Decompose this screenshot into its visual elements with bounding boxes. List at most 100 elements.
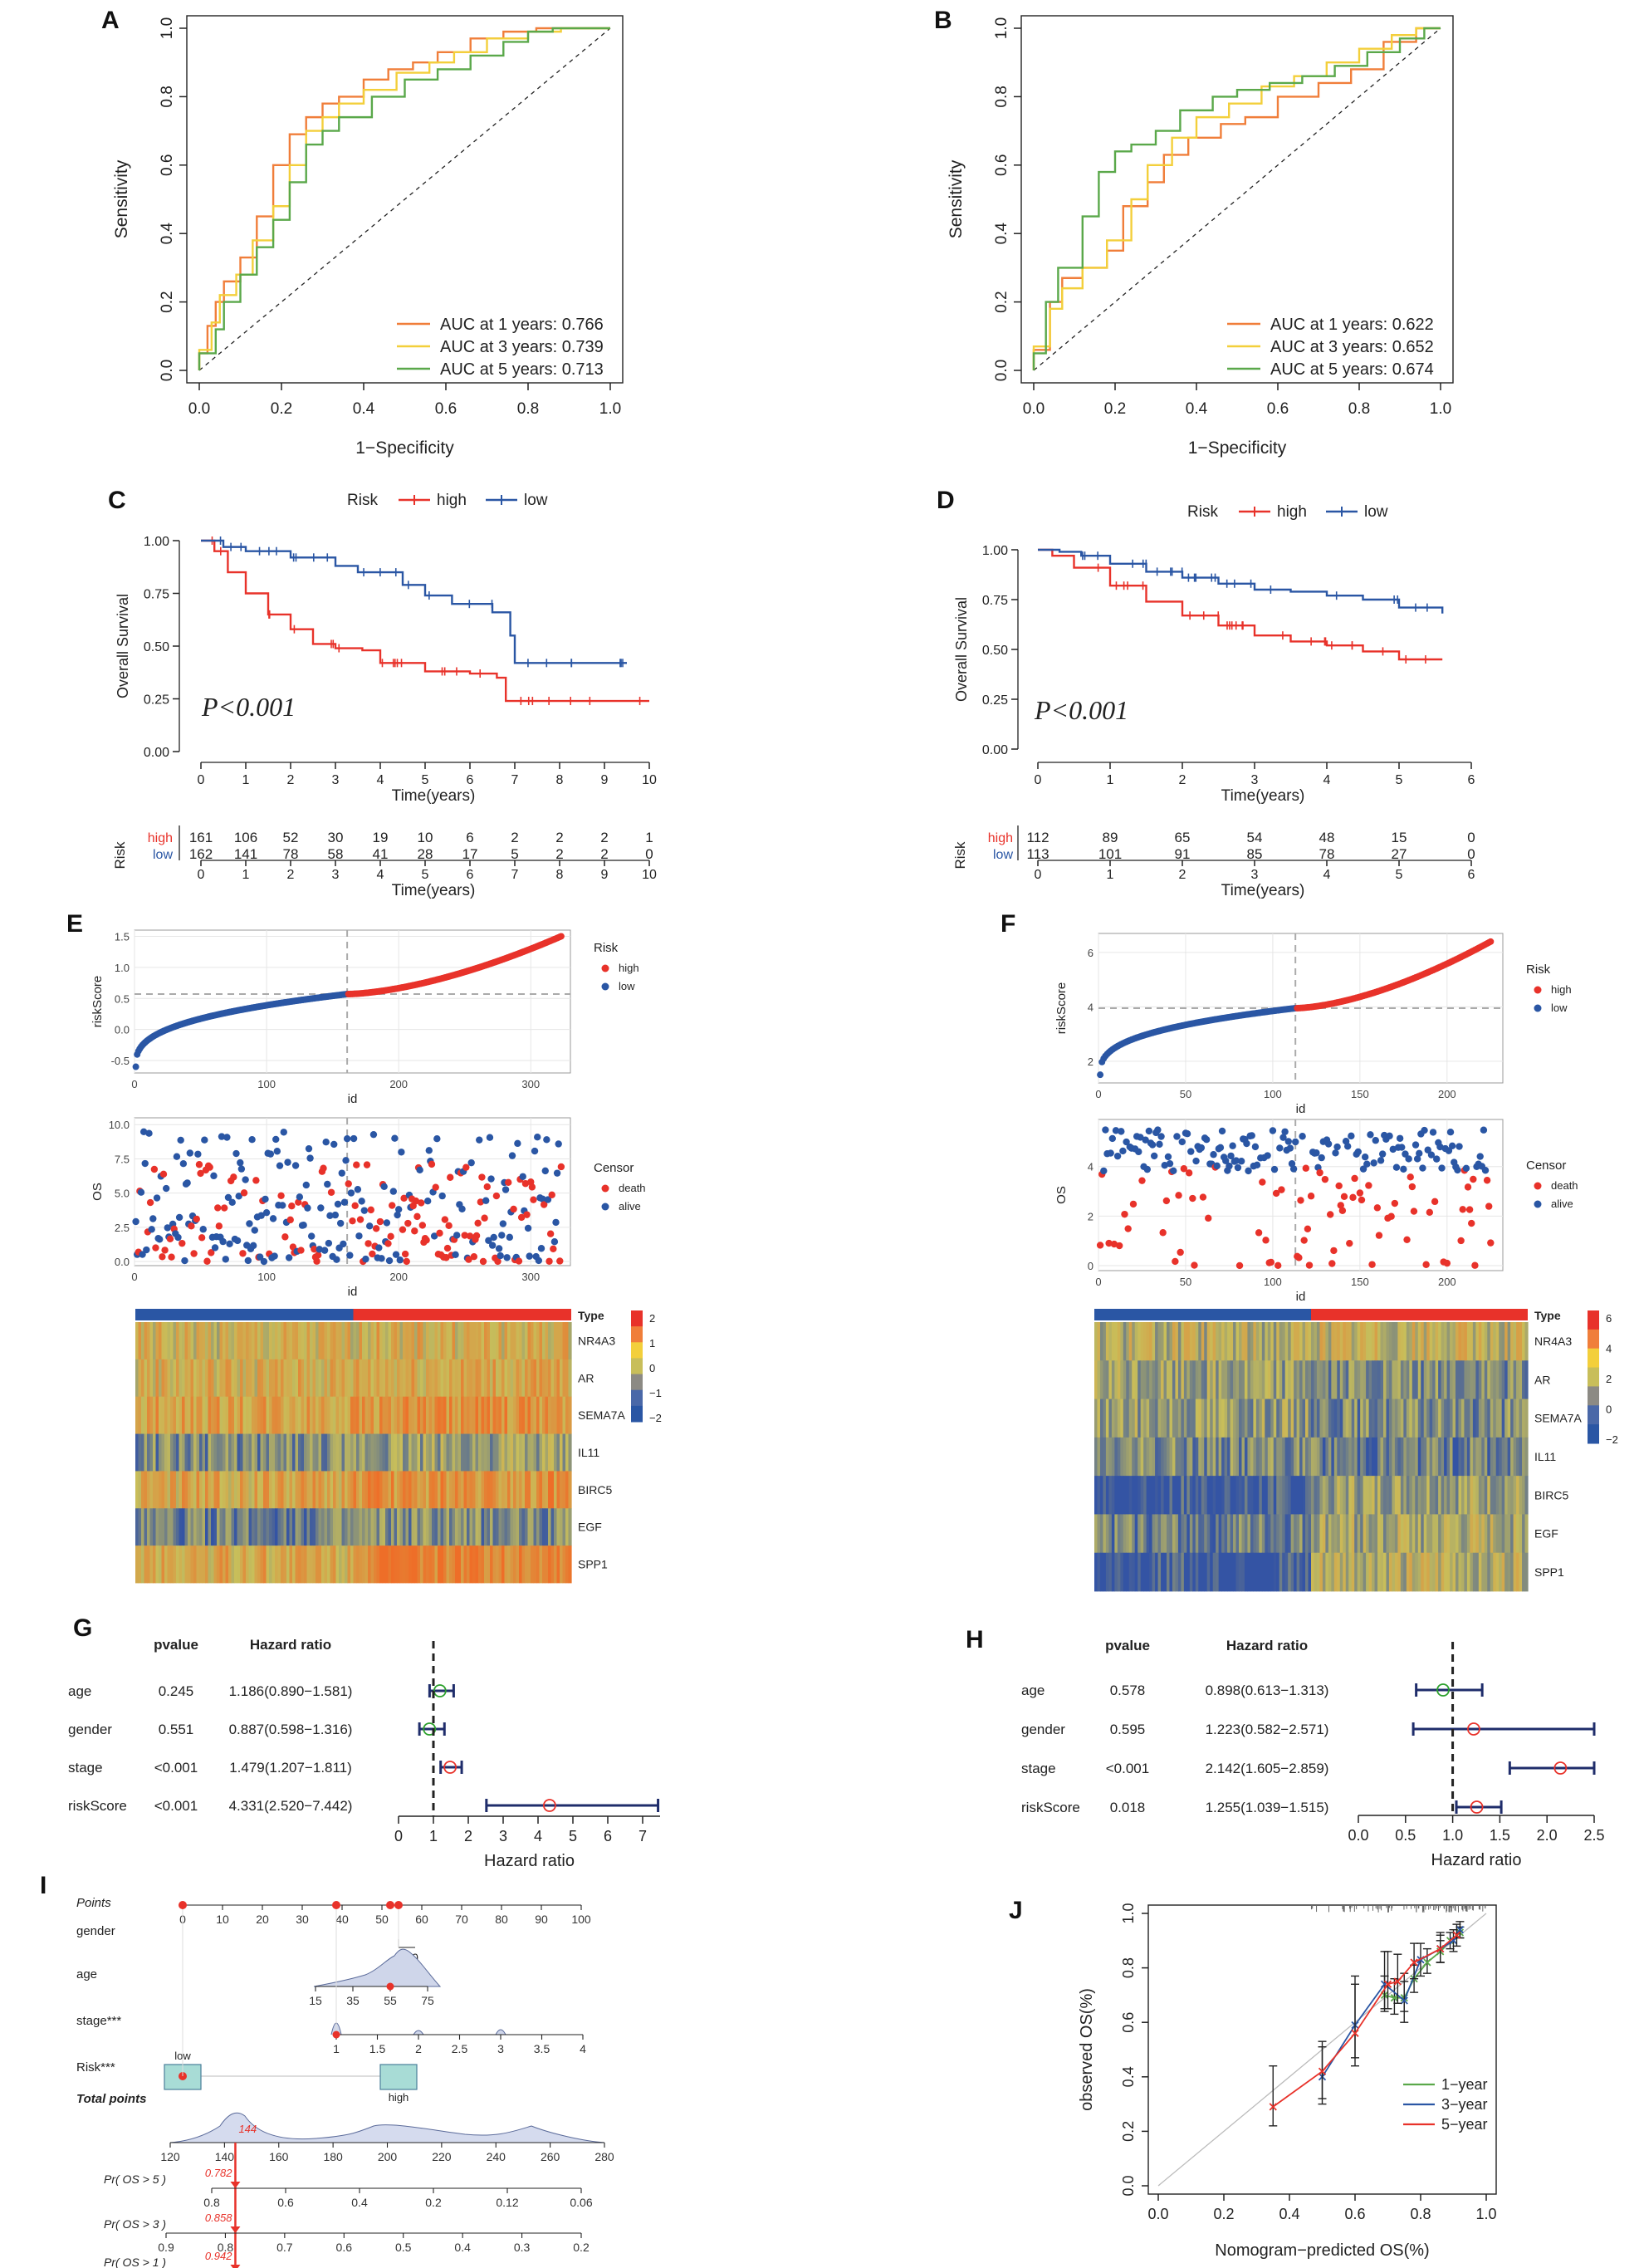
heatmap-cell <box>1282 1514 1286 1554</box>
heatmap-cell <box>1167 1514 1171 1554</box>
survival-point <box>1326 1211 1334 1218</box>
heatmap-cell <box>539 1545 543 1584</box>
heatmap-cell <box>562 1322 566 1360</box>
heatmap-cell <box>1470 1552 1474 1592</box>
heatmap-cell <box>1319 1399 1323 1438</box>
heatmap-cell <box>161 1545 165 1584</box>
heatmap-cell <box>1094 1437 1098 1477</box>
heatmap-cell <box>438 1545 442 1584</box>
heatmap-cell <box>234 1359 238 1398</box>
heatmap-cell <box>1466 1360 1470 1399</box>
heatmap-cell <box>1146 1514 1150 1554</box>
heatmap-cell <box>545 1545 549 1584</box>
heatmap-cell <box>1360 1322 1364 1361</box>
risk-table-title: Risk <box>952 841 968 869</box>
heatmap-cell <box>1273 1437 1277 1477</box>
heatmap-cell <box>179 1545 183 1584</box>
heatmap-cell <box>1181 1322 1185 1361</box>
heatmap-cell <box>1233 1360 1237 1399</box>
survival-point <box>1480 1126 1488 1134</box>
heatmap-cell <box>539 1508 543 1546</box>
heatmap-cell <box>164 1359 169 1398</box>
heatmap-cell <box>362 1508 366 1546</box>
survival-point <box>423 1198 432 1205</box>
heatmap-cell <box>362 1471 366 1509</box>
colorbar-tick-label: 4 <box>1606 1343 1612 1355</box>
heatmap-cell <box>1372 1322 1376 1361</box>
heatmap-cell <box>1244 1476 1249 1515</box>
survival-point <box>251 1227 258 1234</box>
survival-point <box>1255 1229 1263 1237</box>
heatmap-cell <box>1163 1360 1167 1399</box>
heatmap-cell <box>542 1508 546 1546</box>
risk-table-value: 48 <box>1319 830 1335 845</box>
heatmap-cell <box>1406 1360 1410 1399</box>
heatmap-cell <box>173 1471 177 1509</box>
heatmap-cell <box>1472 1322 1476 1361</box>
heatmap-cell <box>1426 1514 1431 1554</box>
heatmap-cell <box>1108 1322 1113 1361</box>
heatmap-cell <box>426 1359 430 1398</box>
heatmap-row-il11 <box>1094 1437 1529 1477</box>
heatmap-cell <box>434 1471 438 1509</box>
heatmap-cell <box>1308 1437 1312 1477</box>
heatmap-cell <box>242 1508 247 1546</box>
survival-point <box>472 1232 481 1240</box>
survival-point <box>1299 1133 1306 1140</box>
heatmap-cell <box>135 1508 139 1546</box>
heatmap-cell <box>1218 1476 1222 1515</box>
heatmap-cell <box>1460 1322 1465 1361</box>
heatmap-cell <box>1128 1322 1133 1361</box>
heatmap-cell <box>1363 1322 1367 1361</box>
heatmap-cell <box>1524 1476 1529 1515</box>
heatmap-cell <box>1204 1514 1208 1554</box>
heatmap-cell <box>208 1545 212 1584</box>
heatmap-cell <box>1273 1360 1277 1399</box>
heatmap-cell <box>1169 1476 1173 1515</box>
heatmap-cell <box>1296 1514 1300 1554</box>
heatmap-cell <box>1227 1322 1231 1361</box>
x-tick-label: 100 <box>257 1078 276 1090</box>
heatmap-cell <box>167 1508 171 1546</box>
scale-tick-label: 70 <box>455 1913 468 1926</box>
heatmap-cell <box>556 1545 560 1584</box>
heatmap-cell <box>1513 1514 1517 1554</box>
heatmap-cell <box>281 1359 285 1398</box>
heatmap-cell <box>304 1322 308 1360</box>
heatmap-cell <box>391 1508 395 1546</box>
legend-label: AUC at 3 years: 0.652 <box>1270 338 1434 356</box>
heatmap-cell <box>350 1359 355 1398</box>
heatmap-cell <box>417 1471 421 1509</box>
heatmap-cell <box>1279 1514 1283 1554</box>
heatmap-cell <box>1305 1399 1309 1438</box>
heatmap-cell <box>490 1508 494 1546</box>
survival-point <box>461 1232 468 1239</box>
survival-point <box>1403 1236 1411 1243</box>
x-tick-label: 3 <box>332 773 340 787</box>
colorbar-tick-label: −2 <box>649 1412 662 1424</box>
heatmap-cell <box>211 1433 215 1472</box>
heatmap-cell <box>327 1359 331 1398</box>
heatmap-cell <box>420 1471 424 1509</box>
heatmap-cell <box>536 1433 541 1472</box>
heatmap-cell <box>1169 1360 1173 1399</box>
heatmap-cell <box>1230 1476 1234 1515</box>
x-axis-title: Hazard ratio <box>1431 1851 1522 1869</box>
heatmap-cell <box>426 1322 430 1360</box>
heatmap-cell <box>1233 1514 1237 1554</box>
heatmap-cell <box>1478 1322 1482 1361</box>
heatmap-cell <box>202 1359 206 1398</box>
heatmap-cell <box>1377 1514 1382 1554</box>
heatmap-cell <box>370 1359 374 1398</box>
heatmap-cell <box>1470 1322 1474 1361</box>
heatmap-cell <box>138 1471 142 1509</box>
heatmap-cell <box>490 1396 494 1434</box>
heatmap-cell <box>193 1322 198 1360</box>
heatmap-cell <box>292 1508 296 1546</box>
heatmap-cell <box>1111 1476 1115 1515</box>
heatmap-cell <box>1438 1552 1442 1592</box>
heatmap-cell <box>1441 1360 1445 1399</box>
heatmap-cell <box>568 1322 572 1360</box>
scale-tick-label: 0.6 <box>277 2196 294 2209</box>
heatmap-cell <box>556 1396 560 1434</box>
